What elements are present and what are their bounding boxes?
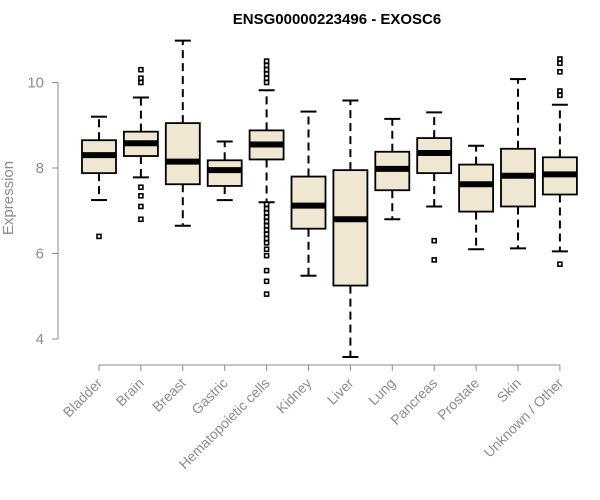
outlier-point — [138, 192, 144, 199]
outlier-point — [263, 205, 270, 212]
outlier-point — [138, 184, 144, 191]
outlier-point — [557, 261, 563, 267]
outlier-point — [138, 203, 144, 210]
outlier-point — [263, 246, 270, 253]
y-tick-label: 4 — [36, 331, 44, 348]
box-group-lung — [374, 117, 411, 221]
outlier-point — [263, 210, 270, 216]
box-group-unknown-other — [542, 56, 578, 267]
outlier-point — [96, 233, 102, 240]
box-group-prostate — [458, 144, 495, 251]
box-group-liver — [332, 99, 369, 358]
x-tick-label: Kidney — [273, 375, 315, 417]
outlier-point — [138, 79, 144, 86]
outlier-point — [263, 66, 270, 73]
outlier-point — [431, 257, 438, 263]
box — [458, 163, 495, 213]
box-group-gastric — [206, 140, 243, 202]
outlier-point — [263, 240, 270, 246]
outlier-point — [557, 92, 563, 99]
y-axis: 4 6 8 10 — [27, 75, 59, 348]
x-tick-label: Liver — [324, 375, 357, 408]
x-tick-label: Breast — [149, 375, 189, 415]
x-tick-label: Brain — [113, 375, 147, 409]
x-tick-label: Prostate — [434, 375, 482, 423]
outlier-point — [263, 231, 270, 238]
box-group-skin — [500, 78, 536, 250]
x-tick-label: Pancreas — [387, 375, 440, 428]
box-group-hematopoietic-cells — [248, 58, 285, 297]
outlier-point — [263, 267, 270, 274]
box-group-breast — [164, 39, 201, 227]
outlier-point — [557, 60, 563, 67]
outlier-point — [263, 227, 270, 233]
outlier-point — [263, 291, 270, 297]
y-tick-label: 8 — [36, 160, 44, 177]
outlier-point — [263, 218, 270, 225]
outlier-point — [263, 222, 270, 229]
outlier-point — [263, 75, 270, 82]
box-group-pancreas — [416, 111, 453, 263]
y-tick-label: 10 — [27, 75, 44, 92]
y-tick-label: 6 — [36, 246, 44, 263]
x-tick-label: Skin — [494, 375, 525, 406]
chart-title: ENSG00000223496 - EXOSC6 — [233, 11, 441, 28]
box-group-brain — [123, 66, 159, 223]
outlier-point — [138, 66, 144, 73]
outlier-point — [263, 252, 270, 259]
box-group-bladder — [81, 115, 117, 240]
box-group-kidney — [290, 110, 327, 277]
outlier-point — [557, 69, 563, 75]
box — [164, 122, 201, 186]
outlier-point — [557, 56, 563, 62]
outlier-point — [263, 278, 270, 285]
outlier-point — [263, 62, 270, 69]
outlier-point — [138, 75, 144, 82]
outlier-point — [431, 237, 438, 244]
outlier-point — [263, 79, 270, 86]
outlier-point — [263, 58, 270, 64]
x-tick-label: Bladder — [60, 375, 106, 421]
outlier-point — [263, 235, 270, 242]
plot-area — [81, 39, 578, 358]
x-tick-label: Lung — [365, 375, 398, 408]
outlier-point — [557, 88, 563, 94]
outlier-point — [263, 201, 270, 208]
outlier-point — [263, 214, 270, 220]
outlier-point — [138, 216, 144, 223]
x-tick-label: Unknown / Other — [480, 375, 566, 461]
outlier-point — [263, 71, 270, 77]
y-axis-label: Expression — [0, 161, 17, 235]
box — [332, 169, 369, 287]
